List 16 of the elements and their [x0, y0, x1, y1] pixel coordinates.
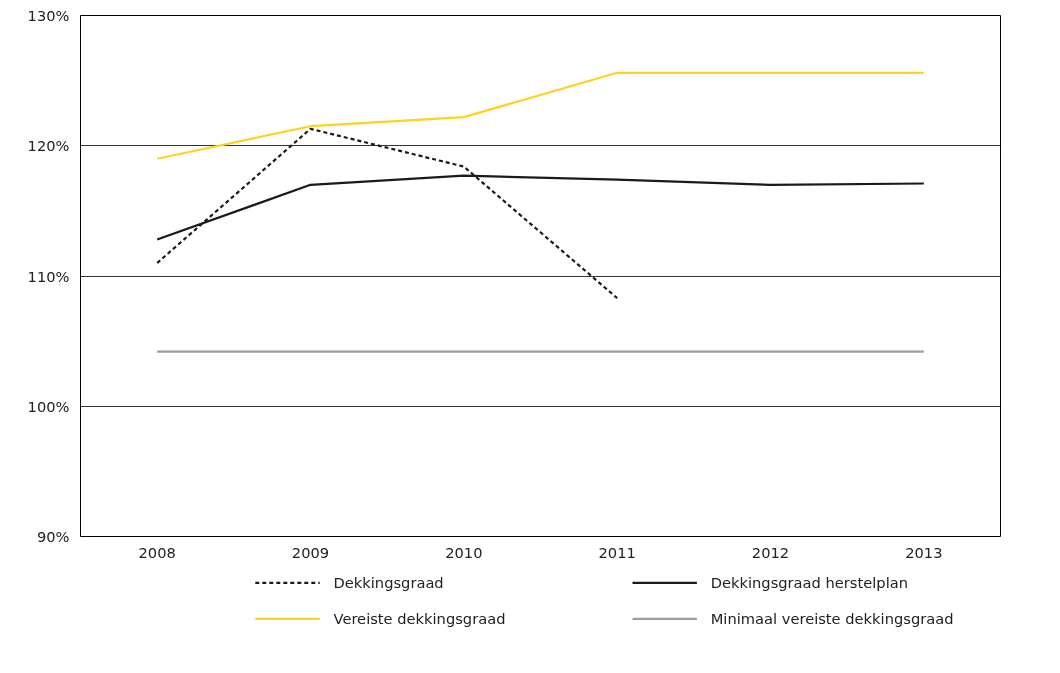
x-tick-label: 2011: [598, 543, 636, 561]
y-tick-label: 110%: [27, 267, 70, 285]
y-tick-label: 130%: [27, 7, 70, 24]
y-tick-label: 90%: [36, 528, 70, 545]
x-tick-label: 2009: [291, 543, 330, 561]
y-tick-label: 100%: [27, 397, 70, 415]
legend-label: Dekkingsgraad: [333, 574, 444, 592]
x-tick-label: 2013: [905, 543, 943, 561]
y-tick-label: 120%: [27, 137, 70, 155]
legend-label: Minimaal vereiste dekkingsgraad: [710, 610, 954, 628]
line-series: [156, 71, 925, 160]
x-tick-label: 2008: [138, 543, 176, 561]
legend-label: Vereiste dekkingsgraad: [333, 610, 506, 628]
legend-label: Dekkingsgraad herstelplan: [710, 574, 908, 592]
x-tick-label: 2010: [445, 543, 483, 561]
x-tick-label: 2012: [751, 543, 790, 561]
